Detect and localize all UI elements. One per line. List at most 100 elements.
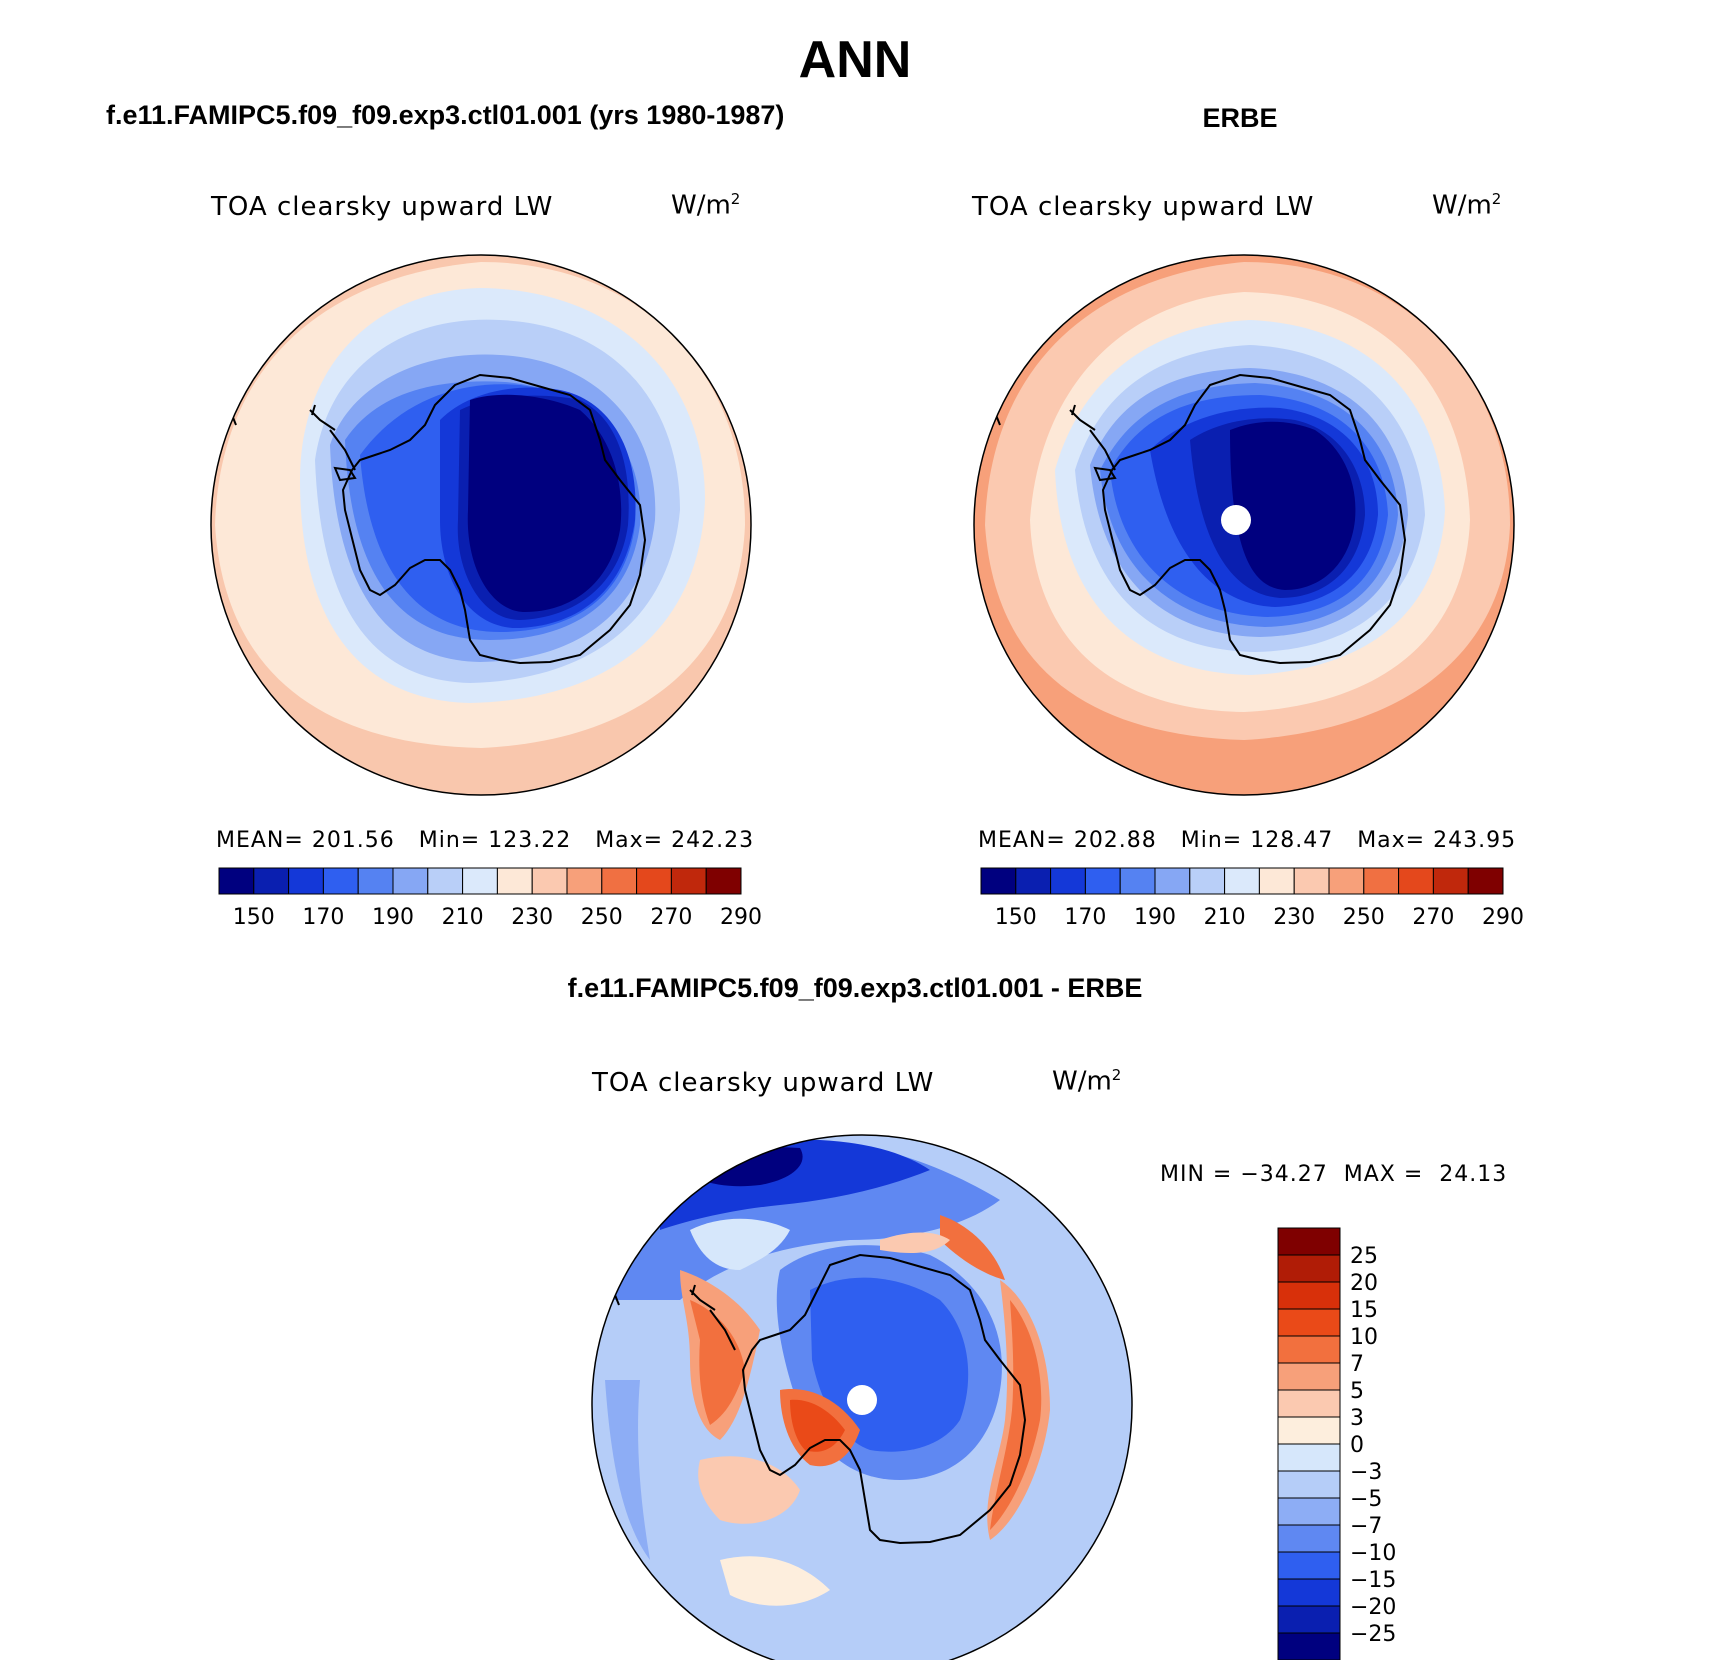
colorbar-tick-label: 270 (1412, 905, 1454, 930)
colorbar-tick-label: 290 (720, 905, 762, 930)
colorbar-swatch (1277, 1362, 1341, 1391)
right-units-label: W/m2 (1432, 190, 1502, 221)
colorbar-swatch (1277, 1497, 1341, 1526)
colorbar-swatch (980, 867, 1017, 895)
left-panel-title: f.e11.FAMIPC5.f09_f09.exp3.ctl01.001 (yr… (106, 100, 785, 130)
colorbar-tick-label: 3 (1350, 1406, 1364, 1431)
colorbar-swatch (1224, 867, 1260, 895)
colorbar-swatch (1432, 867, 1469, 895)
colorbar-swatch (531, 867, 568, 895)
colorbar-swatch (392, 867, 429, 895)
diff-units-label: W/m2 (1052, 1066, 1122, 1097)
colorbar-swatch (1277, 1470, 1341, 1499)
figure-title: ANN (798, 31, 912, 89)
colorbar-swatch (1154, 867, 1191, 895)
diff-map-border (591, 1134, 1133, 1660)
colorbar-swatch (288, 867, 324, 895)
colorbar-swatch (1258, 867, 1295, 895)
right-panel-title: ERBE (1202, 103, 1278, 133)
colorbar-swatch (1119, 867, 1156, 895)
left-units-label: W/m2 (671, 190, 741, 221)
colorbar-tick-label: 250 (581, 905, 623, 930)
colorbar-tick-label: −5 (1350, 1487, 1382, 1512)
colorbar-swatch (427, 867, 464, 895)
colorbar-swatch (1277, 1335, 1341, 1364)
colorbar-tick-label: 7 (1350, 1352, 1364, 1377)
colorbar-swatch (1328, 867, 1365, 895)
colorbar-swatch (253, 867, 290, 895)
colorbar-tick-label: 5 (1350, 1379, 1364, 1404)
diff-panel-title: f.e11.FAMIPC5.f09_f09.exp3.ctl01.001 - E… (567, 973, 1143, 1003)
right-map-border (973, 254, 1515, 796)
colorbar-swatch (1467, 867, 1504, 895)
colorbar-tick-label: 230 (1273, 905, 1315, 930)
left-stats: MEAN= 201.56 Min= 123.22 Max= 242.23 (216, 828, 755, 853)
colorbar-swatch (1015, 867, 1052, 895)
right-variable-label: TOA clearsky upward LW (972, 192, 1315, 222)
colorbar-tick-label: 170 (1064, 905, 1106, 930)
colorbar-swatch (1277, 1551, 1341, 1580)
colorbar-swatch (1277, 1389, 1341, 1418)
right-stats: MEAN= 202.88 Min= 128.47 Max= 243.95 (978, 828, 1517, 853)
colorbar-swatch (601, 867, 638, 895)
colorbar-swatch (1050, 867, 1086, 895)
colorbar-swatch (636, 867, 672, 895)
colorbar-tick-label: 210 (442, 905, 484, 930)
colorbar-tick-label: −15 (1350, 1568, 1396, 1593)
colorbar-tick-label: 25 (1350, 1244, 1378, 1269)
left-map-border (210, 254, 752, 796)
colorbar-swatch (218, 867, 255, 895)
left-colorbar: 150 170 190 210 230 250 270 290 (218, 867, 762, 930)
colorbar-tick-label: 150 (233, 905, 275, 930)
colorbar-swatch (1363, 867, 1400, 895)
colorbar-swatch (357, 867, 394, 895)
colorbar-tick-label: 170 (302, 905, 344, 930)
colorbar-swatch (670, 867, 707, 895)
colorbar-swatch (566, 867, 603, 895)
colorbar-swatch (1277, 1578, 1341, 1607)
colorbar-tick-label: 250 (1343, 905, 1385, 930)
colorbar-swatch (1084, 867, 1121, 895)
colorbar-swatch (462, 867, 498, 895)
colorbar-tick-label: 190 (1134, 905, 1176, 930)
colorbar-swatch (1277, 1632, 1341, 1660)
colorbar-swatch (1398, 867, 1434, 895)
colorbar-tick-label: 15 (1350, 1298, 1378, 1323)
colorbar-tick-label: −25 (1350, 1622, 1396, 1647)
diff-stats: MIN = −34.27 MAX = 24.13 (1160, 1162, 1508, 1187)
right-colorbar: 150 170 190 210 230 250 270 290 (980, 867, 1524, 930)
colorbar-tick-label: −20 (1350, 1595, 1396, 1620)
colorbar-tick-label: 20 (1350, 1271, 1378, 1296)
colorbar-swatch (1277, 1254, 1341, 1283)
colorbar-swatch (496, 867, 533, 895)
colorbar-swatch (1277, 1281, 1341, 1310)
diff-map (592, 1135, 1132, 1660)
colorbar-tick-label: −7 (1350, 1514, 1382, 1539)
colorbar-tick-label: −3 (1350, 1460, 1382, 1485)
colorbar-swatch (1277, 1605, 1341, 1634)
colorbar-tick-label: 0 (1350, 1433, 1364, 1458)
diff-variable-label: TOA clearsky upward LW (592, 1068, 935, 1098)
right-map (974, 255, 1514, 795)
colorbar-swatch (1189, 867, 1226, 895)
colorbar-tick-label: −10 (1350, 1541, 1396, 1566)
colorbar-tick-label: 150 (995, 905, 1037, 930)
left-variable-label: TOA clearsky upward LW (211, 192, 554, 222)
colorbar-swatch (1277, 1227, 1341, 1256)
colorbar-tick-label: 230 (511, 905, 553, 930)
left-map (211, 255, 751, 795)
colorbar-tick-label: 190 (372, 905, 414, 930)
colorbar-tick-label: 290 (1482, 905, 1524, 930)
colorbar-tick-label: 270 (650, 905, 692, 930)
colorbar-swatch (322, 867, 359, 895)
colorbar-swatch (1277, 1524, 1341, 1553)
colorbar-swatch (705, 867, 742, 895)
colorbar-tick-label: 210 (1204, 905, 1246, 930)
colorbar-swatch (1277, 1416, 1341, 1445)
colorbar-swatch (1277, 1443, 1341, 1472)
colorbar-tick-label: 10 (1350, 1325, 1378, 1350)
colorbar-swatch (1293, 867, 1330, 895)
colorbar-swatch (1277, 1308, 1341, 1337)
